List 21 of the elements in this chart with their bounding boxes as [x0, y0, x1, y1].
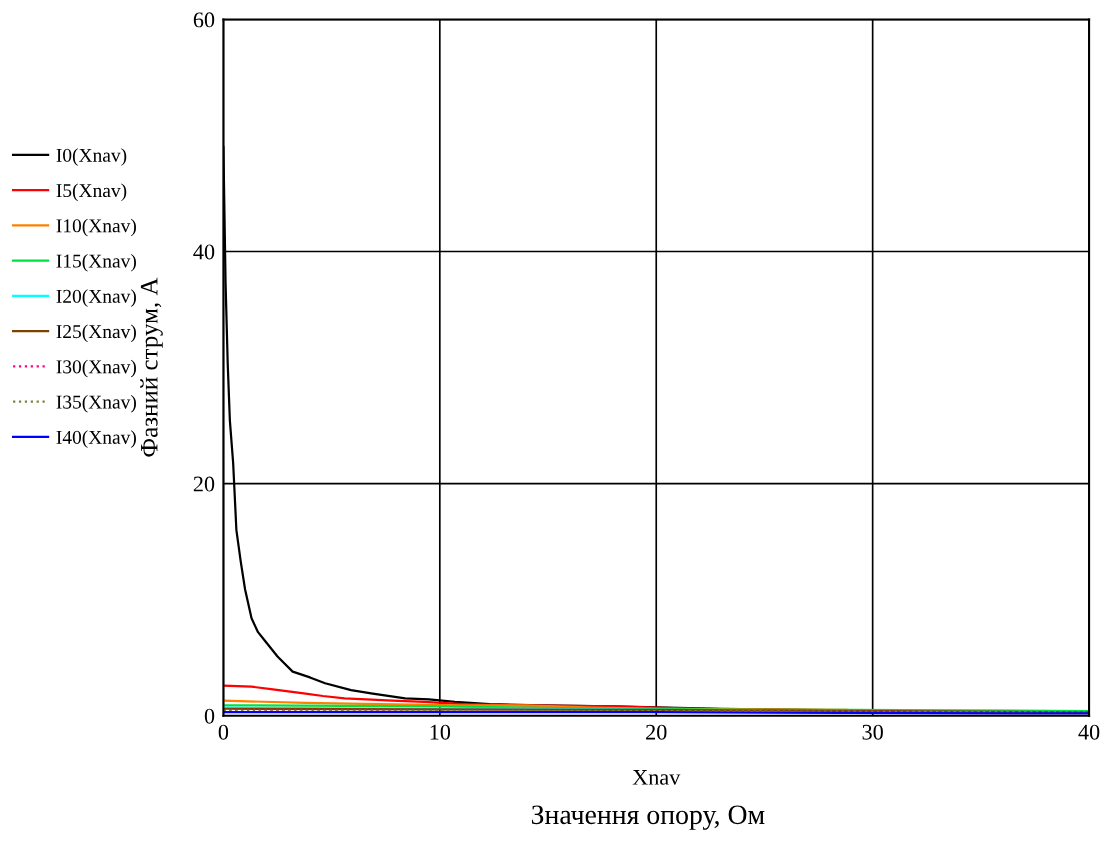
- x-tick-label: 20: [646, 724, 667, 740]
- legend-label: I15(Xnav): [56, 253, 136, 272]
- legend-label: I25(Xnav): [56, 324, 136, 343]
- y-axis-title: Фазний струм, А: [140, 277, 163, 457]
- x-tick-label: 30: [862, 724, 883, 740]
- legend-label: I10(Xnav): [56, 218, 136, 237]
- x-tick-label: 0: [218, 724, 229, 740]
- x-tick-label: 10: [430, 724, 451, 740]
- x-tick-label: 40: [1078, 724, 1100, 740]
- legend-label: I35(Xnav): [56, 394, 136, 413]
- legend-label: I30(Xnav): [56, 359, 136, 378]
- y-tick-label: 0: [204, 708, 215, 724]
- y-tick-label: 40: [193, 244, 215, 260]
- y-tick-label: 20: [193, 476, 215, 492]
- legend-label: I40(Xnav): [56, 430, 136, 448]
- y-tick-label: 60: [193, 12, 215, 28]
- legend-label: I20(Xnav): [56, 289, 136, 307]
- legend-label: I0(Xnav): [56, 148, 127, 166]
- legend-label: I5(Xnav): [56, 183, 127, 202]
- text: Значення опору, Ом: [531, 805, 765, 830]
- x-axis-title: Xnav: [632, 770, 681, 785]
